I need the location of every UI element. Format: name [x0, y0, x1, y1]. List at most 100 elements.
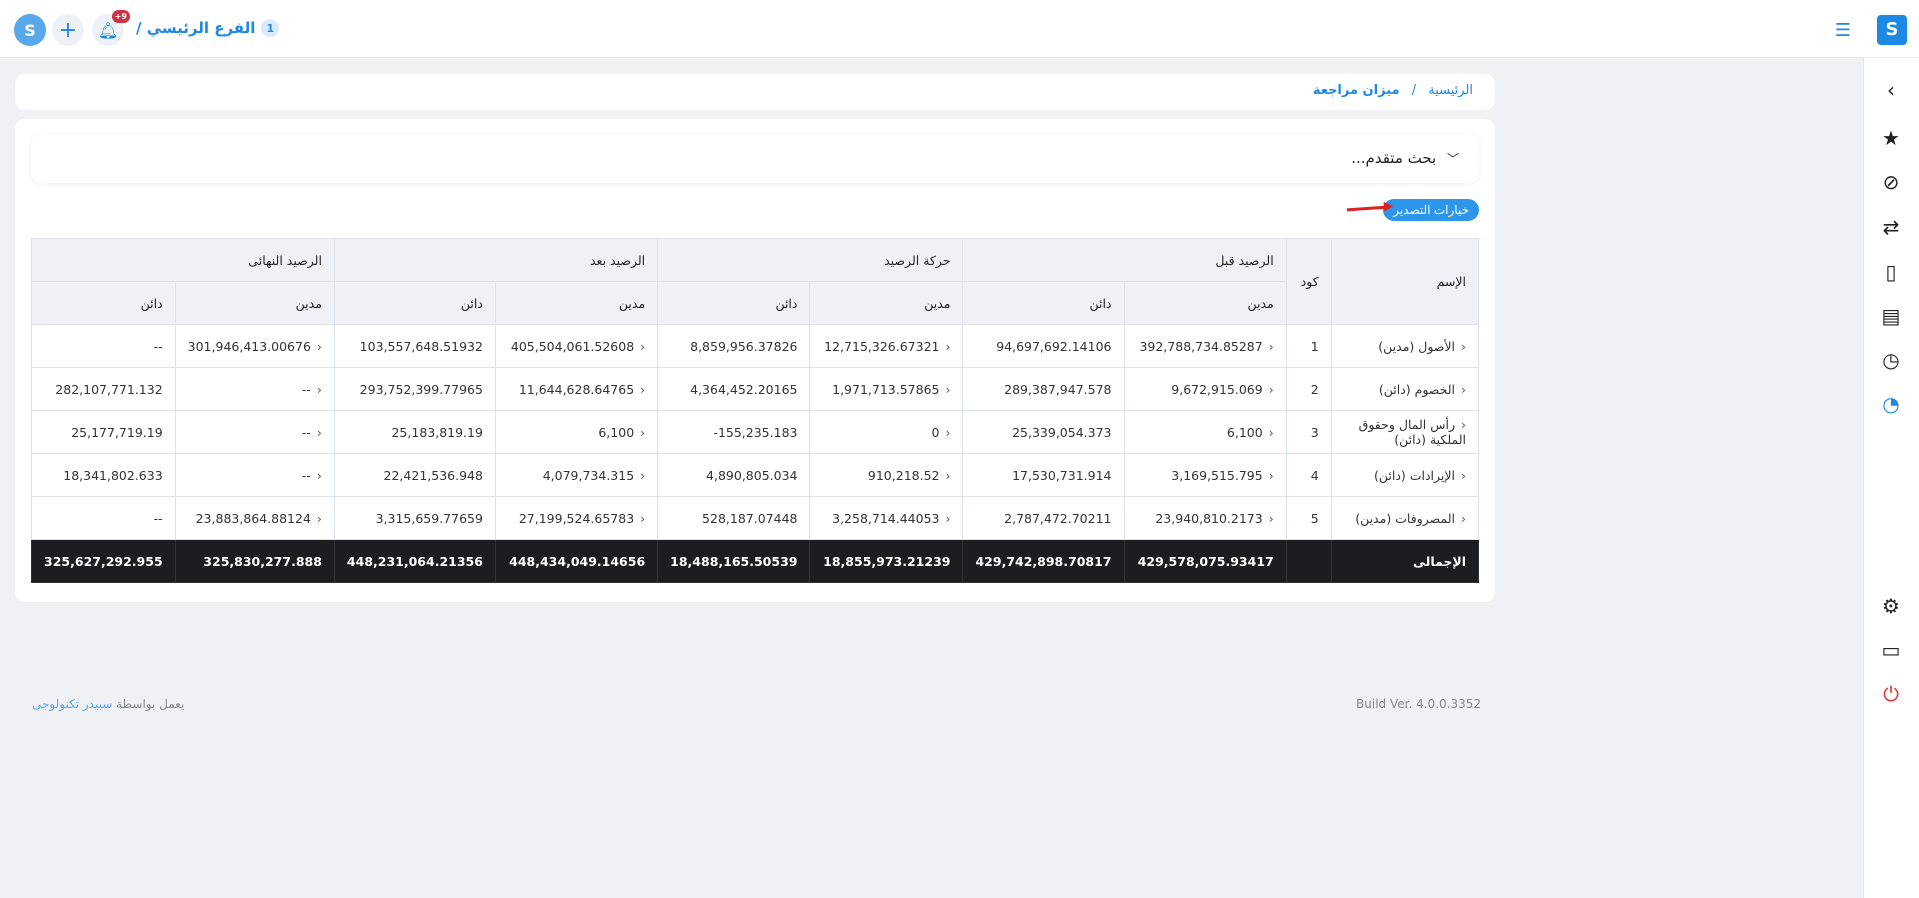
invoice-icon[interactable]: ▯: [1885, 260, 1897, 284]
report-chart-icon[interactable]: ◔: [1882, 392, 1900, 416]
breadcrumb-home[interactable]: الرئيسية: [1428, 83, 1473, 98]
amount-value: -155,235.183: [713, 424, 798, 440]
amount-cell[interactable]: ‹ 405,504,061.52608: [494, 324, 659, 368]
advanced-search-label: بحث متقدم...: [1351, 149, 1437, 167]
chevron-icon[interactable]: ‹: [945, 467, 951, 483]
amount-value: --: [153, 338, 163, 354]
chevron-icon[interactable]: ‹: [316, 467, 322, 483]
subheader-credit[interactable]: دائن: [31, 281, 176, 325]
hamburger-menu-icon[interactable]: ☰: [1834, 20, 1851, 41]
chevron-icon[interactable]: ‹: [1461, 467, 1466, 483]
subheader-debit[interactable]: مدين: [174, 281, 335, 325]
total-amount-value: 429,742,898.70817: [975, 553, 1112, 569]
subheader-debit[interactable]: مدين: [1123, 281, 1287, 325]
gear-icon[interactable]: ⚙: [1882, 594, 1900, 618]
subheader-credit[interactable]: دائن: [657, 281, 811, 325]
header-code[interactable]: كود: [1285, 238, 1332, 325]
amount-value: 3,315,659.77659: [375, 510, 483, 526]
amount-cell[interactable]: ‹ 392,788,734.85287: [1123, 324, 1287, 368]
amount-cell[interactable]: ‹ 23,883,864.88124: [174, 496, 335, 540]
chevron-icon[interactable]: ‹: [1461, 510, 1466, 526]
table-row[interactable]: ‹ المصروفات (مدين) 5 ‹ 23,940,810.2173 2,787,…: [31, 496, 1480, 540]
table-row[interactable]: ‹رأس المال وحقوق الملكية (دائن) 3 ‹6,100 25…: [31, 410, 1480, 454]
chevron-icon[interactable]: ‹: [316, 381, 322, 397]
total-amount-value: 429,578,075.93417: [1137, 553, 1274, 569]
chevron-icon[interactable]: ‹: [1268, 510, 1274, 526]
subheader-credit[interactable]: دائن: [333, 281, 496, 325]
amount-cell[interactable]: ‹ 910,218.52: [809, 453, 964, 497]
amount-cell[interactable]: ‹ 6,100: [1123, 410, 1287, 454]
account-name-cell[interactable]: ‹ المصروفات (مدين): [1330, 496, 1480, 540]
table-row[interactable]: ‹ الأصول (مدين) 1 ‹ 392,788,734.85287 94,697,…: [31, 324, 1480, 368]
chevron-icon[interactable]: ‹: [945, 338, 951, 354]
power-icon[interactable]: ⏻: [1883, 682, 1899, 706]
amount-value: --: [153, 510, 163, 526]
compass-icon[interactable]: ⊘: [1882, 170, 1900, 194]
code-cell: 3: [1285, 410, 1332, 454]
chevron-icon[interactable]: ‹: [1461, 338, 1466, 354]
amount-cell[interactable]: ‹0: [809, 410, 964, 454]
chevron-icon[interactable]: ‹: [640, 467, 646, 483]
account-name-cell[interactable]: ‹رأس المال وحقوق الملكية (دائن): [1330, 410, 1480, 454]
chevron-icon[interactable]: ‹: [316, 510, 322, 526]
user-avatar[interactable]: S: [14, 14, 46, 46]
amount-cell[interactable]: ‹ 3,258,714.44053: [809, 496, 964, 540]
account-name-cell[interactable]: ‹ الأصول (مدين): [1330, 324, 1480, 368]
account-name-cell[interactable]: ‹ الخصوم (دائن): [1330, 367, 1480, 411]
chevron-icon[interactable]: ‹: [316, 338, 322, 354]
document-add-icon[interactable]: ▤: [1881, 304, 1901, 328]
subheader-debit[interactable]: مدين: [494, 281, 659, 325]
notifications-button[interactable]: 🔔︎ +9: [92, 10, 130, 46]
table-row[interactable]: ‹ الإيرادات (دائن) 4 ‹ 3,169,515.795 17,530,7…: [31, 453, 1480, 497]
amount-cell[interactable]: ‹ --: [174, 453, 335, 497]
amount-value: --: [301, 424, 311, 440]
collapse-chevron-icon[interactable]: ‹: [1887, 78, 1895, 102]
app-logo[interactable]: S: [1877, 15, 1907, 45]
table-row[interactable]: ‹ الخصوم (دائن) 2 ‹ 9,672,915.069 289,387,947…: [31, 367, 1480, 411]
chevron-icon[interactable]: ‹: [640, 338, 646, 354]
amount-cell[interactable]: ‹ 4,079,734.315: [494, 453, 659, 497]
subheader-debit[interactable]: مدين: [809, 281, 964, 325]
amount-cell[interactable]: ‹ 12,715,326.67321: [809, 324, 964, 368]
account-name-cell[interactable]: ‹ الإيرادات (دائن): [1330, 453, 1480, 497]
chevron-icon[interactable]: ‹: [1461, 417, 1466, 432]
code-cell: 5: [1285, 496, 1332, 540]
advanced-search-toggle[interactable]: ﹀ بحث متقدم...: [31, 134, 1479, 183]
amount-cell[interactable]: ‹ 301,946,413.00676: [174, 324, 335, 368]
amount-cell[interactable]: ‹ --: [174, 367, 335, 411]
chevron-icon[interactable]: ‹: [640, 510, 646, 526]
add-button[interactable]: +: [52, 14, 84, 46]
chevron-icon[interactable]: ‹: [1268, 424, 1274, 440]
export-options-button[interactable]: خيارات التصدير: [1383, 199, 1479, 221]
chevron-icon[interactable]: ‹: [945, 510, 951, 526]
chevron-icon[interactable]: ‹: [1268, 381, 1274, 397]
chevron-icon[interactable]: ‹: [1268, 338, 1274, 354]
chevron-icon[interactable]: ‹: [640, 381, 646, 397]
header-name[interactable]: الإسم: [1330, 238, 1480, 325]
amount-value: 27,199,524.65783: [518, 510, 635, 526]
chevron-icon[interactable]: ‹: [316, 424, 322, 440]
subheader-credit[interactable]: دائن: [962, 281, 1125, 325]
screen-icon[interactable]: ▭: [1881, 638, 1901, 662]
star-icon[interactable]: ★: [1882, 126, 1900, 150]
chevron-icon[interactable]: ‹: [945, 381, 951, 397]
branch-selector[interactable]: 1 الفرع الرئيسي /: [136, 19, 280, 37]
amount-cell[interactable]: ‹ 6,100: [494, 410, 659, 454]
amount-cell[interactable]: ‹ 1,971,713.57865: [809, 367, 964, 411]
amount-cell[interactable]: ‹ 3,169,515.795: [1123, 453, 1287, 497]
amount-cell[interactable]: ‹ 23,940,810.2173: [1123, 496, 1287, 540]
transfer-icon[interactable]: ⇄: [1882, 215, 1900, 239]
amount-value: 293,752,399.77965: [359, 381, 483, 397]
powered-by-company[interactable]: سبيدر تكنولوجى: [32, 697, 113, 711]
chevron-icon[interactable]: ‹: [1461, 381, 1466, 397]
amount-cell[interactable]: ‹ 9,672,915.069: [1123, 367, 1287, 411]
build-version: Build Ver. 4.0.0.3352: [1356, 697, 1481, 711]
chevron-icon[interactable]: ‹: [1268, 467, 1274, 483]
amount-cell[interactable]: ‹ 11,644,628.64765: [494, 367, 659, 411]
chevron-icon[interactable]: ‹: [640, 424, 646, 440]
amount-cell[interactable]: ‹ --: [174, 410, 335, 454]
chevron-icon[interactable]: ‹: [945, 424, 951, 440]
amount-cell[interactable]: ‹ 27,199,524.65783: [494, 496, 659, 540]
history-icon[interactable]: ◷: [1882, 348, 1900, 372]
total-amount-value: 18,855,973.21239: [823, 553, 951, 569]
